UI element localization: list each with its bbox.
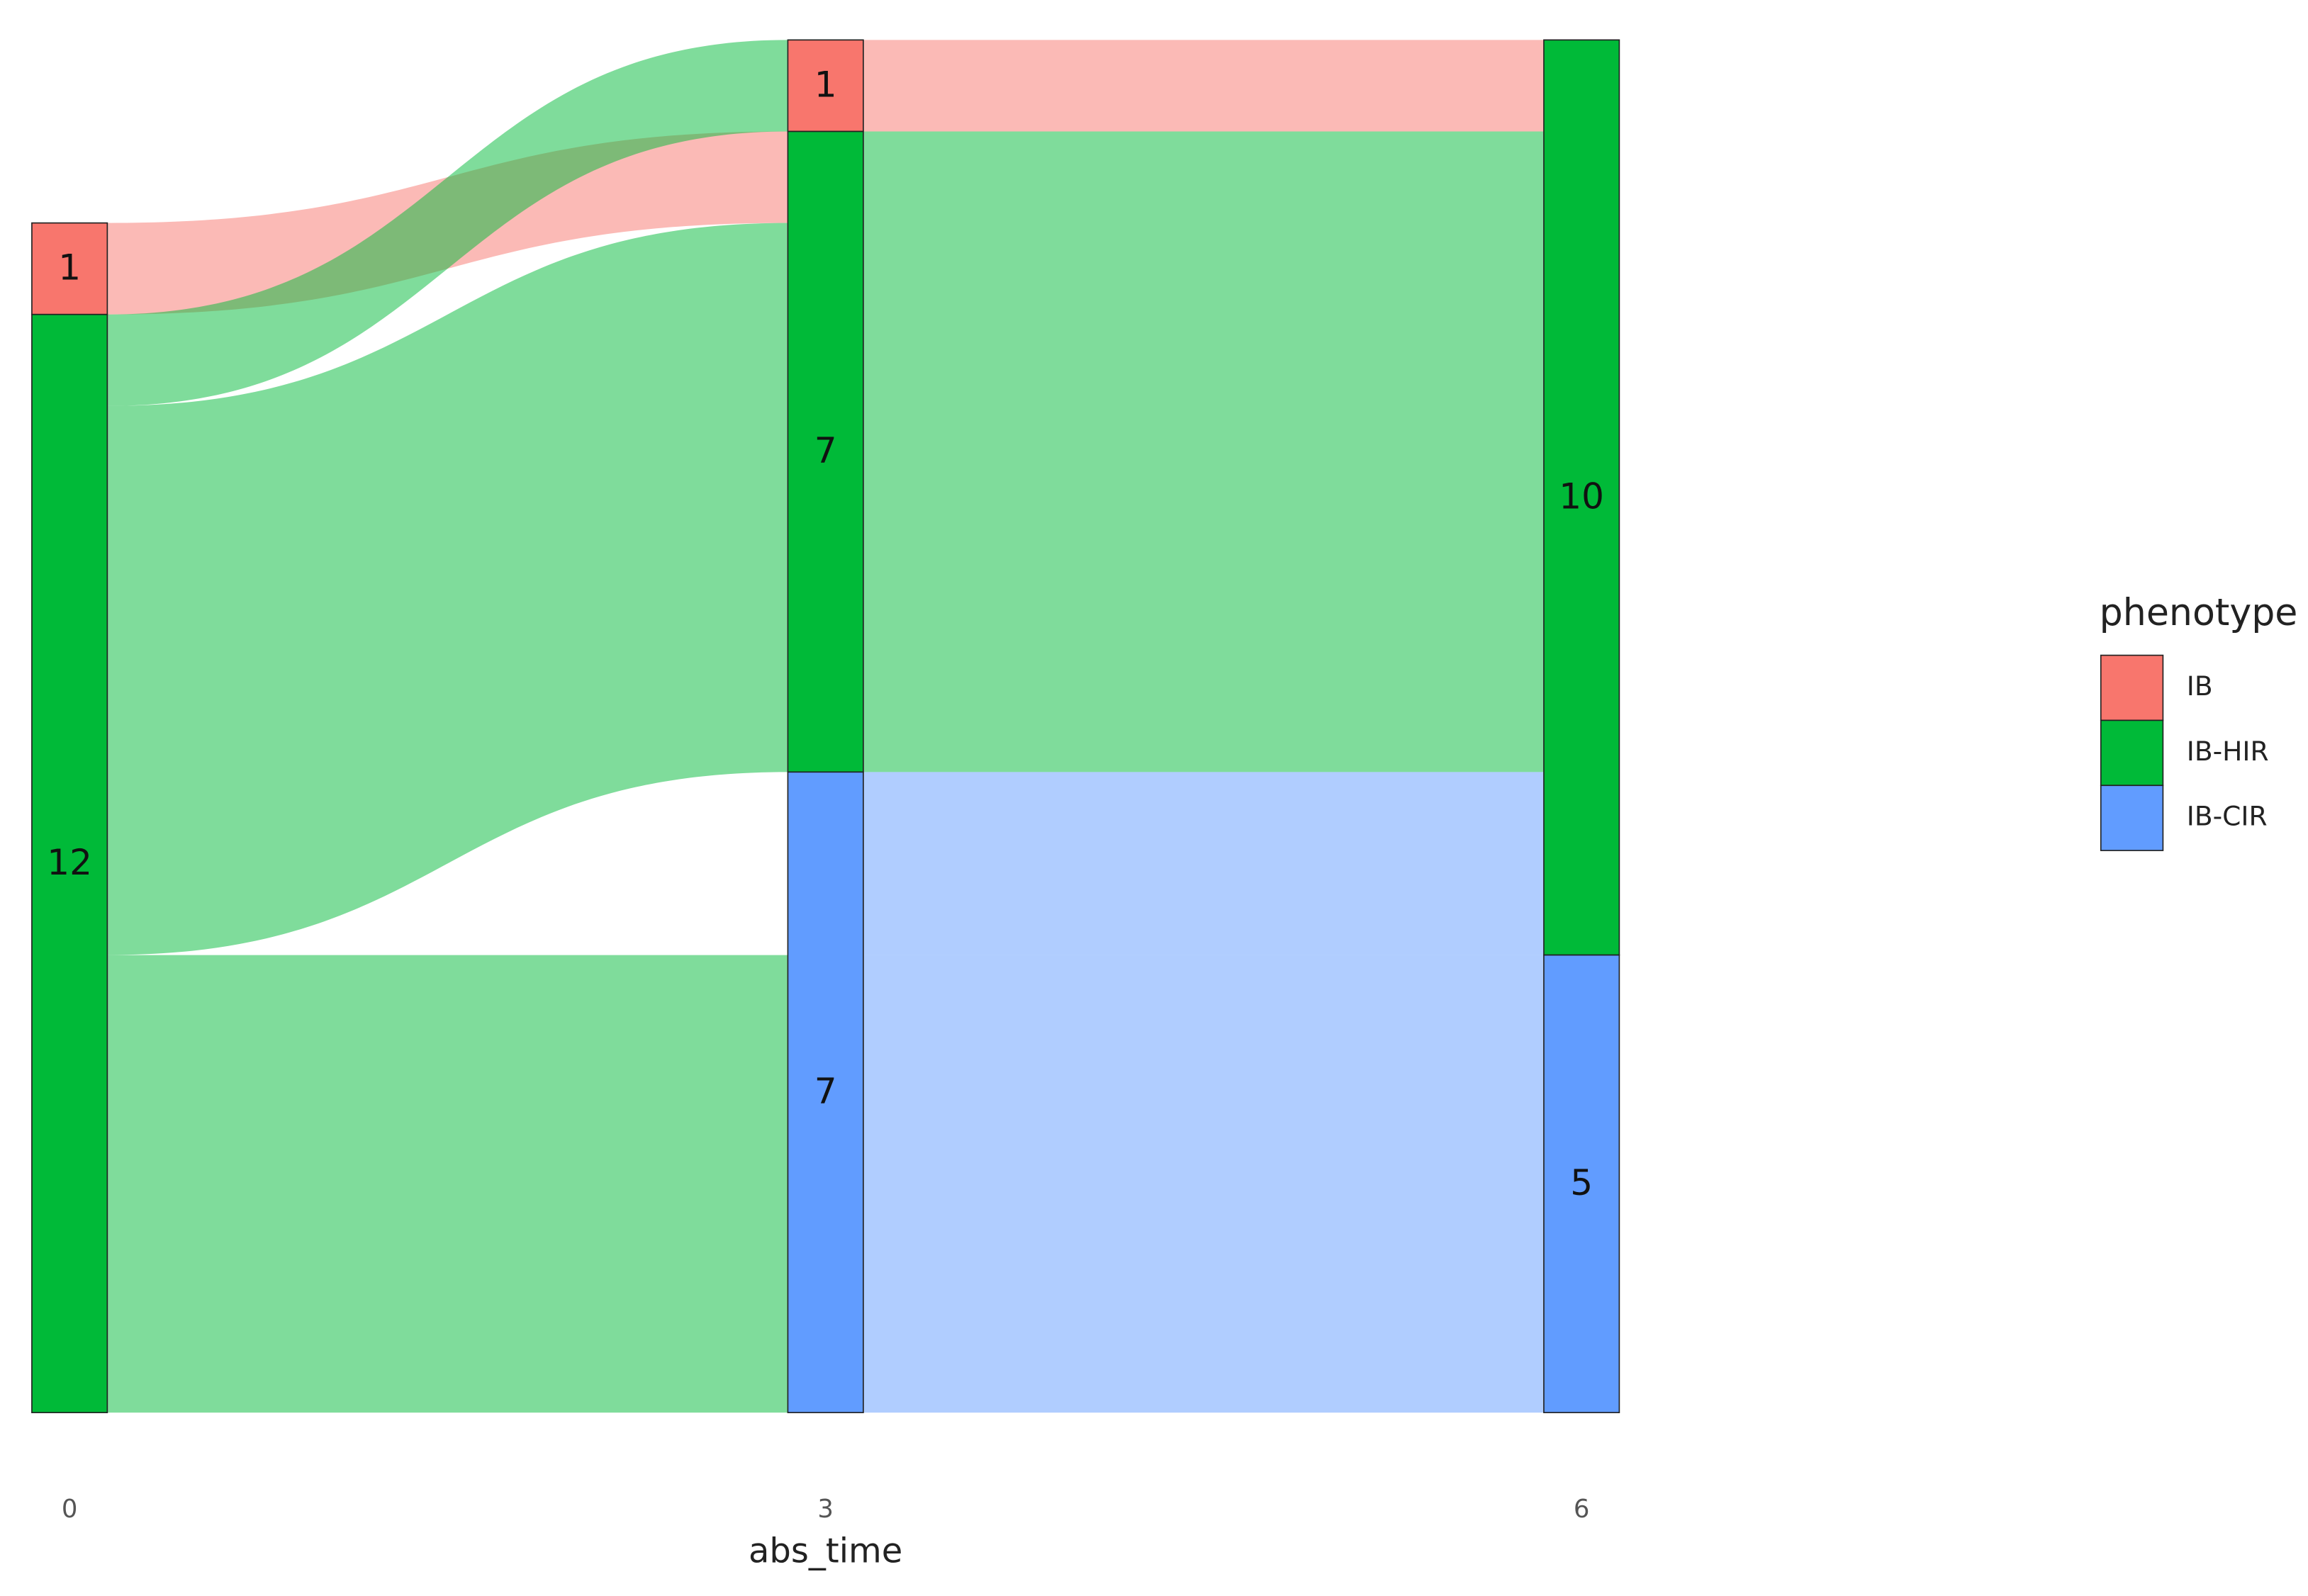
flow xyxy=(107,40,788,406)
stratum xyxy=(787,771,864,1414)
stratum xyxy=(31,222,108,315)
x-axis-title: abs_time xyxy=(749,1531,902,1570)
stratum xyxy=(787,130,864,773)
stratum-label: 10 xyxy=(1559,476,1604,517)
legend-label: IB-CIR xyxy=(2187,801,2268,832)
flow xyxy=(863,40,1544,132)
stratum-label: 7 xyxy=(814,1071,837,1112)
flows xyxy=(107,40,1544,1413)
legend-key xyxy=(2100,785,2164,851)
legend-key xyxy=(2100,719,2164,787)
flow xyxy=(863,772,1544,955)
legend-label: IB xyxy=(2187,670,2213,702)
flow xyxy=(863,131,1544,772)
stratum-label: 7 xyxy=(814,430,837,471)
flow xyxy=(107,223,788,955)
legend-title: phenotype xyxy=(2100,592,2298,634)
x-tick-label: 6 xyxy=(1574,1495,1590,1524)
x-tick-label: 3 xyxy=(817,1495,834,1524)
stratum xyxy=(31,313,108,1414)
x-tick-label: 0 xyxy=(62,1495,78,1524)
stratum-label: 1 xyxy=(58,247,81,288)
strata: 1 12 0 1 7 7 3 10 5 6 xyxy=(31,39,1620,1524)
stratum-label: 12 xyxy=(47,842,92,883)
stratum xyxy=(1543,954,1620,1414)
legend-label: IB-HIR xyxy=(2187,736,2269,767)
flow xyxy=(107,955,788,1413)
stratum xyxy=(1543,39,1620,956)
stratum-label: 5 xyxy=(1570,1162,1593,1203)
stratum xyxy=(787,39,864,133)
legend: IB IB-HIR IB-CIR xyxy=(2100,654,2269,851)
stratum-label: 1 xyxy=(814,64,837,106)
flow xyxy=(863,955,1544,1413)
legend-key xyxy=(2100,654,2164,721)
